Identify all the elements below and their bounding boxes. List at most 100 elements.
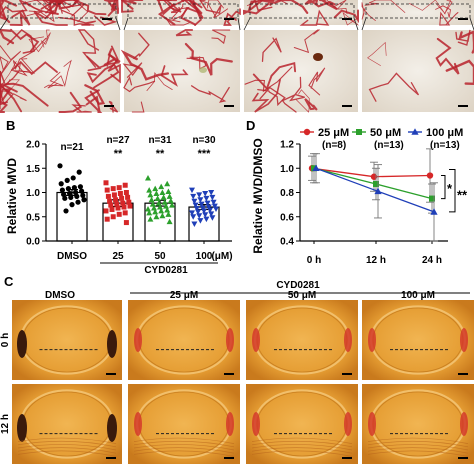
blood-vessel xyxy=(439,11,459,26)
blood-vessel xyxy=(367,447,469,454)
blood-vessel xyxy=(165,18,190,26)
scale-bar xyxy=(224,105,234,107)
blood-vessel xyxy=(455,29,471,46)
blood-vessel xyxy=(299,9,330,26)
data-point xyxy=(208,190,215,196)
blood-vessel xyxy=(368,72,420,102)
panel-d-line-chart: D Relative MVD/DMSO 0.4 0.6 0.8 1.0 1.2 0 h 12… xyxy=(246,118,468,266)
y-tick-label: 2.0 xyxy=(26,140,40,151)
data-point xyxy=(58,181,64,187)
y-tick-label: 1.0 xyxy=(280,164,294,175)
blood-vessel xyxy=(26,0,64,23)
data-point xyxy=(167,197,174,204)
blood-vessel xyxy=(0,71,23,113)
data-point xyxy=(107,198,113,204)
blood-vessel xyxy=(252,61,297,91)
data-point xyxy=(159,212,166,219)
data-point xyxy=(146,209,153,216)
blood-vessel xyxy=(251,447,353,454)
blood-vessel xyxy=(251,444,353,451)
blood-vessel xyxy=(293,29,321,54)
scale-bar xyxy=(102,18,112,20)
data-point xyxy=(122,210,128,216)
n-label: n=31 xyxy=(148,135,172,146)
blood-vessel xyxy=(243,0,270,16)
blood-vessel xyxy=(123,76,156,93)
blood-vessel xyxy=(120,49,169,81)
blood-vessel xyxy=(156,0,198,13)
significance-bracket xyxy=(449,169,456,213)
scale-bar xyxy=(106,373,116,375)
drug-marker xyxy=(252,412,260,436)
data-point xyxy=(68,194,74,200)
panel-c-photos: C CYD0281 DMSO 25 μM 50 μM 100 μM 0 h 12 h xyxy=(0,274,474,464)
data-point xyxy=(195,209,201,215)
blood-vessel xyxy=(133,437,235,444)
data-point xyxy=(71,185,77,191)
data-point xyxy=(153,213,160,220)
data-point xyxy=(108,202,114,208)
data-point xyxy=(74,193,80,199)
data-point xyxy=(148,196,155,203)
significance-label: *** xyxy=(198,148,212,160)
data-point xyxy=(312,164,320,172)
y-tick-label: 1.5 xyxy=(26,164,40,175)
y-tick-label: 0.6 xyxy=(280,212,294,223)
data-point xyxy=(79,188,85,194)
blood-vessel xyxy=(361,2,376,21)
blood-vessel xyxy=(11,30,40,53)
zoom-line xyxy=(237,17,241,31)
row-labels: 0 h 12 h xyxy=(0,333,11,434)
blood-vessel xyxy=(157,0,178,26)
blood-vessel xyxy=(308,67,326,96)
zoom-line xyxy=(469,17,474,31)
data-point xyxy=(197,218,204,224)
blood-vessel xyxy=(251,450,353,457)
data-point xyxy=(153,190,160,196)
zoom-box xyxy=(365,3,471,19)
egg-photo xyxy=(362,384,474,464)
zoom-line xyxy=(115,17,121,31)
zoom-box xyxy=(249,3,355,19)
data-point xyxy=(209,194,216,201)
blood-vessel xyxy=(171,3,190,21)
zoom-line xyxy=(361,17,367,31)
blood-vessel xyxy=(17,447,117,454)
data-point xyxy=(125,194,131,200)
drug-marker xyxy=(134,412,142,436)
dmso-marker xyxy=(107,330,117,358)
blood-vessel xyxy=(103,48,121,66)
blood-vessel xyxy=(257,86,286,107)
legend-n: (n=13) xyxy=(430,140,460,151)
n-label: n=21 xyxy=(60,142,84,153)
data-point xyxy=(192,202,199,209)
data-point xyxy=(191,221,198,228)
data-point xyxy=(165,211,172,217)
blood-vessel xyxy=(58,16,96,26)
data-point xyxy=(70,175,76,181)
axes: 0.4 0.6 0.8 1.0 1.2 0 h 12 h 24 h xyxy=(280,140,448,266)
blood-vessel xyxy=(190,85,230,103)
blood-vessel xyxy=(295,89,310,113)
blood-vessel xyxy=(133,447,235,454)
drug-marker xyxy=(368,412,376,436)
data-point xyxy=(110,186,116,192)
data-point xyxy=(145,174,151,181)
data-point xyxy=(190,193,197,200)
legend: 25 μM(n=8)50 μM(n=13)100 μM(n=13) xyxy=(300,127,463,151)
data-point xyxy=(303,128,311,136)
legend-label: 25 μM xyxy=(318,127,349,139)
blood-vessel xyxy=(77,29,100,68)
column-headers: DMSO 25 μM 50 μM 100 μM xyxy=(45,290,435,301)
y-tick-label: 0.8 xyxy=(280,188,294,199)
scale-bar xyxy=(342,373,352,375)
blood-vessel xyxy=(33,10,68,26)
zoom-box xyxy=(7,3,117,19)
scale-bar xyxy=(458,18,468,20)
blood-vessel xyxy=(367,41,387,66)
drug-marker xyxy=(226,328,234,352)
data-point xyxy=(147,216,154,222)
blood-vessel xyxy=(0,61,20,92)
blood-vessel xyxy=(180,0,203,26)
significance: * ** xyxy=(441,169,468,213)
